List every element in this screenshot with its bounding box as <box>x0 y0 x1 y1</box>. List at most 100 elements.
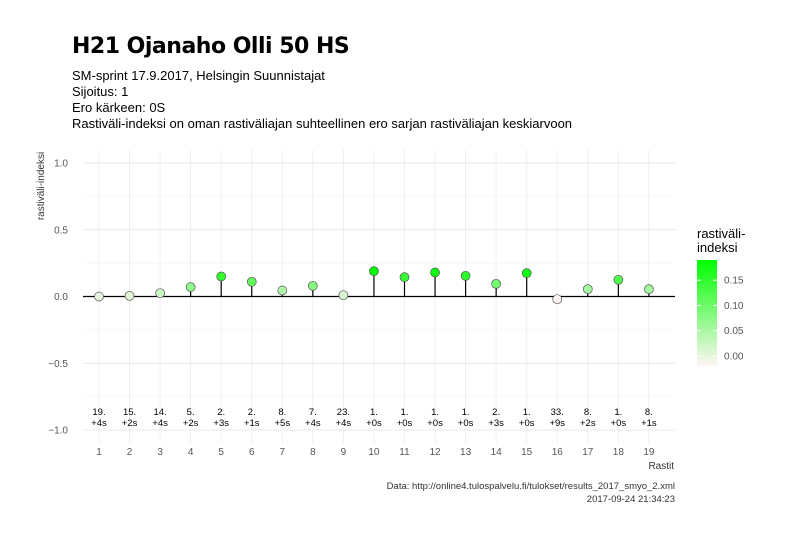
legend-tick-label: 0.05 <box>724 326 744 337</box>
subtitle-gap: Ero kärkeen: 0S <box>72 100 166 115</box>
rank-label: 8. <box>584 407 592 418</box>
legend-tick-label: 0.00 <box>724 351 744 362</box>
time-diff-label: +4s <box>336 418 352 429</box>
x-tick-label: 2 <box>127 447 133 458</box>
rank-label: 2. <box>217 407 225 418</box>
x-tick-label: 15 <box>521 447 533 458</box>
y-tick-label: 1.0 <box>54 159 68 170</box>
y-tick-label: 0.5 <box>54 225 68 236</box>
time-diff-label: +0s <box>519 418 535 429</box>
chart-marks: 19.+4s15.+2s14.+4s5.+2s2.+3s2.+1s8.+5s7.… <box>83 266 675 429</box>
rank-label: 1. <box>401 407 409 418</box>
legend-ticks: 0.00 0.05 0.10 0.15 <box>697 276 744 362</box>
x-tick-label: 19 <box>643 447 655 458</box>
x-tick-label: 9 <box>341 447 347 458</box>
legend-title-line1: rastiväli- <box>697 226 746 241</box>
data-point <box>308 280 318 291</box>
x-tick-label: 5 <box>218 447 224 458</box>
x-tick-label: 17 <box>582 447 594 458</box>
rank-label: 19. <box>92 407 105 418</box>
data-point <box>155 288 165 299</box>
data-point <box>521 268 532 278</box>
rank-label: 1. <box>614 407 622 418</box>
legend-title: rastiväli- indeksi <box>697 227 745 255</box>
rank-label: 2. <box>248 407 256 418</box>
y-tick-label: 0.0 <box>54 292 68 303</box>
x-tick-label: 12 <box>429 447 441 458</box>
legend-title-line2: indeksi <box>697 240 738 255</box>
data-point <box>338 290 349 301</box>
data-point <box>552 294 563 305</box>
data-point <box>369 266 379 276</box>
rank-label: 15. <box>123 407 136 418</box>
data-point <box>277 285 288 296</box>
x-tick-label: 18 <box>613 447 625 458</box>
x-tick-label: 11 <box>399 447 410 458</box>
data-point <box>124 290 135 301</box>
rank-label: 1. <box>431 407 439 418</box>
rank-label: 7. <box>309 407 317 418</box>
data-point <box>216 271 227 282</box>
subtitle-placing: Sijoitus: 1 <box>72 84 129 99</box>
time-diff-label: +4s <box>91 418 107 429</box>
time-diff-label: +0s <box>427 418 443 429</box>
rank-label: 23. <box>337 407 350 418</box>
legend-tick-label: 0.15 <box>724 276 744 287</box>
data-point <box>582 284 593 295</box>
data-source-caption: Data: http://online4.tulospalvelu.fi/tul… <box>386 481 675 492</box>
data-point <box>399 272 410 282</box>
data-point <box>460 270 471 281</box>
chart-title: H21 Ojanaho Olli 50 HS <box>72 34 350 59</box>
grid-lines: −1.0−0.50.00.51.01 2 3 4 5 6 7 8 9 10 11 12 13 14 15 16… <box>48 150 675 458</box>
time-diff-label: +0s <box>611 418 627 429</box>
rank-label: 14. <box>153 407 166 418</box>
time-diff-label: +3s <box>488 418 504 429</box>
subtitle-description: Rastiväli-indeksi on oman rastiväliajan … <box>72 116 573 131</box>
x-tick-label: 4 <box>188 447 194 458</box>
rank-label: 8. <box>645 407 653 418</box>
subtitle-event: SM-sprint 17.9.2017, Helsingin Suunnista… <box>72 68 325 83</box>
time-diff-label: +0s <box>458 418 474 429</box>
x-tick-label: 6 <box>249 447 255 458</box>
data-point <box>491 278 501 289</box>
x-tick-label: 10 <box>368 447 380 458</box>
x-tick-label: 7 <box>280 447 286 458</box>
rank-label: 1. <box>523 407 531 418</box>
rank-label: 2. <box>492 407 500 418</box>
legend-colorbar <box>697 260 717 366</box>
data-point <box>430 267 440 278</box>
time-diff-label: +1s <box>641 418 657 429</box>
x-tick-label: 14 <box>491 447 503 458</box>
time-diff-label: +0s <box>366 418 382 429</box>
x-tick-label: 13 <box>460 447 472 458</box>
time-diff-label: +2s <box>122 418 138 429</box>
data-point <box>185 282 196 293</box>
time-diff-label: +0s <box>397 418 413 429</box>
timestamp-caption: 2017-09-24 21:34:23 <box>586 494 675 505</box>
x-tick-label: 16 <box>552 447 564 458</box>
time-diff-label: +9s <box>549 418 565 429</box>
rank-label: 5. <box>187 407 195 418</box>
legend-tick-label: 0.10 <box>724 301 744 312</box>
time-diff-label: +4s <box>152 418 168 429</box>
rank-label: 33. <box>551 407 564 418</box>
rank-label: 1. <box>462 407 470 418</box>
data-point <box>246 276 257 287</box>
x-axis-label: Rastit <box>648 461 674 472</box>
time-diff-label: +2s <box>580 418 596 429</box>
rank-label: 8. <box>278 407 286 418</box>
data-point <box>644 284 654 295</box>
x-tick-label: 1 <box>96 447 102 458</box>
y-axis-label: rastiväli-indeksi <box>36 152 47 220</box>
time-diff-label: +4s <box>305 418 321 429</box>
data-point <box>94 291 104 302</box>
x-tick-label: 3 <box>157 447 163 458</box>
time-diff-label: +3s <box>213 418 229 429</box>
y-tick-label: −0.5 <box>48 359 68 370</box>
data-point <box>613 274 624 285</box>
time-diff-label: +2s <box>183 418 199 429</box>
y-tick-label: −1.0 <box>48 426 68 437</box>
time-diff-label: +1s <box>244 418 260 429</box>
rank-label: 1. <box>370 407 378 418</box>
